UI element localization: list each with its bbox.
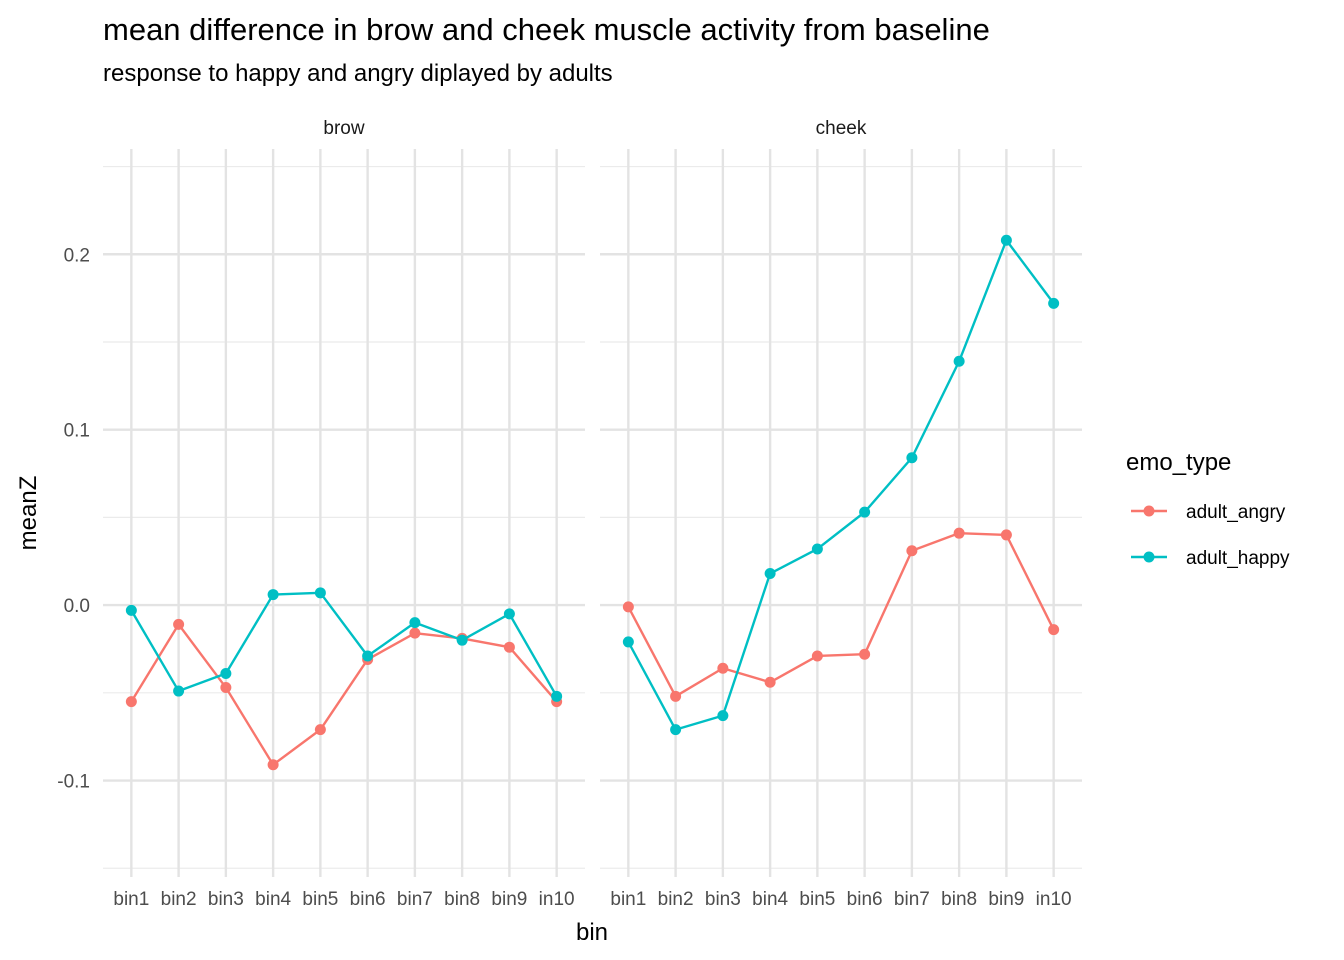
data-point (314, 587, 326, 599)
x-tick-label: bin9 (491, 889, 527, 910)
x-tick-label: bin2 (161, 889, 197, 910)
data-point (125, 604, 137, 616)
x-tick-label: bin4 (255, 889, 291, 910)
data-point (1048, 297, 1060, 309)
y-axis-label: meanZ (15, 476, 42, 551)
data-point (173, 618, 185, 630)
data-point (717, 710, 729, 722)
chart-subtitle: response to happy and angry diplayed by … (103, 60, 613, 87)
data-point (314, 724, 326, 736)
facet-label: brow (323, 118, 364, 139)
x-tick-label: bin8 (941, 889, 977, 910)
data-point (1000, 234, 1012, 246)
data-point (906, 545, 918, 557)
data-point (953, 527, 965, 539)
data-point (1048, 624, 1060, 636)
data-point (953, 355, 965, 367)
x-tick-label: bin3 (705, 889, 741, 910)
x-tick-label: bin5 (302, 889, 338, 910)
data-point (859, 648, 871, 660)
x-axis-label: bin (576, 919, 608, 946)
data-point (670, 724, 682, 736)
data-point (622, 636, 634, 648)
x-tick-label: in10 (1036, 889, 1072, 910)
x-tick-label: bin8 (444, 889, 480, 910)
x-tick-label: bin3 (208, 889, 244, 910)
data-point (1000, 529, 1012, 541)
x-tick-label: bin1 (610, 889, 646, 910)
x-tick-label: bin6 (350, 889, 386, 910)
data-point (267, 759, 279, 771)
series-line-brow-adult_angry (130, 623, 558, 766)
data-point (764, 676, 776, 688)
data-point (622, 601, 634, 613)
data-point (267, 589, 279, 601)
data-point (173, 685, 185, 697)
legend-key-point (1143, 551, 1155, 563)
data-point (551, 690, 563, 702)
y-tick-label: 0.2 (64, 245, 90, 266)
x-tick-label: bin9 (988, 889, 1024, 910)
x-tick-label: bin2 (658, 889, 694, 910)
series-line-cheek-adult_angry (627, 531, 1055, 698)
legend-key-point (1143, 505, 1155, 517)
series-line-brow-adult_happy (130, 591, 558, 697)
x-tick-label: bin1 (113, 889, 149, 910)
data-point (220, 682, 232, 694)
y-tick-label: 0.0 (64, 596, 90, 617)
data-point (362, 650, 374, 662)
data-point (409, 627, 421, 639)
y-tick-label: 0.1 (64, 421, 90, 442)
data-point (670, 690, 682, 702)
x-tick-label: bin5 (799, 889, 835, 910)
data-point (409, 617, 421, 629)
data-point (717, 662, 729, 674)
data-point (456, 634, 468, 646)
x-tick-label: bin7 (894, 889, 930, 910)
facet-label: cheek (816, 118, 867, 139)
x-tick-label: bin4 (752, 889, 788, 910)
data-point (220, 668, 232, 680)
data-point (811, 650, 823, 662)
series-line-cheek-adult_happy (627, 239, 1055, 731)
data-point (906, 452, 918, 464)
data-point (811, 543, 823, 555)
legend-item-label: adult_happy (1186, 548, 1290, 569)
legend-item-label: adult_angry (1186, 502, 1286, 523)
data-point (503, 608, 515, 620)
legend-title: emo_type (1126, 449, 1231, 476)
data-point (859, 506, 871, 518)
x-tick-label: bin6 (847, 889, 883, 910)
chart-title: mean difference in brow and cheek muscle… (103, 12, 990, 47)
data-point (125, 696, 137, 708)
data-point (764, 568, 776, 580)
x-tick-label: bin7 (397, 889, 433, 910)
data-point (503, 641, 515, 653)
x-tick-label: in10 (539, 889, 575, 910)
y-tick-label: -0.1 (57, 772, 90, 793)
